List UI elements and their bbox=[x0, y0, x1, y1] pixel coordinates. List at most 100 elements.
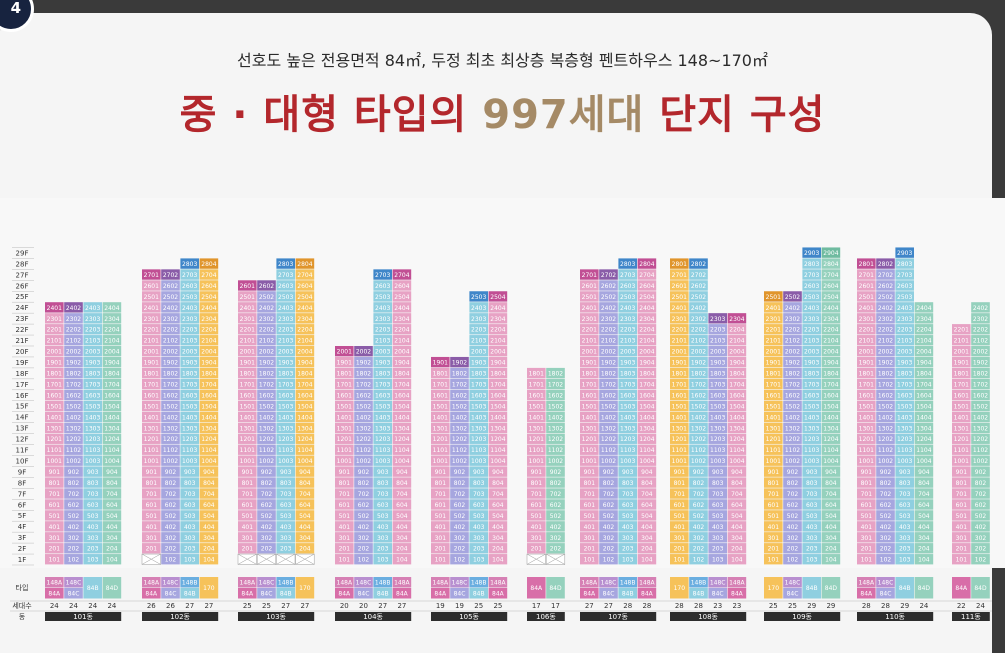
unit-number: 2001 bbox=[337, 349, 352, 356]
unit-number: 2303 bbox=[620, 316, 635, 323]
unit-cell bbox=[783, 302, 802, 313]
unit-number: 604 bbox=[641, 502, 653, 509]
unit-cell bbox=[469, 389, 488, 401]
unit-cell bbox=[783, 346, 802, 357]
unit-cell bbox=[488, 356, 508, 368]
unit-cell bbox=[708, 510, 727, 521]
unit-cell bbox=[637, 280, 657, 291]
type-label: 148C bbox=[710, 580, 726, 587]
unit-number: 403 bbox=[712, 524, 724, 531]
unit-cell bbox=[599, 510, 618, 521]
unit-number: 2803 bbox=[620, 261, 635, 268]
unit-cell bbox=[580, 477, 599, 488]
unit-number: 1101 bbox=[433, 447, 448, 454]
unit-cell bbox=[45, 543, 64, 554]
unit-number: 1401 bbox=[859, 414, 874, 421]
unit-number: 1903 bbox=[182, 360, 197, 367]
household-count: 24 bbox=[69, 602, 78, 610]
unit-cell bbox=[708, 455, 727, 466]
title-suffix: 단지 구성 bbox=[644, 92, 826, 138]
unit-cell bbox=[802, 422, 821, 433]
unit-number: 901 bbox=[49, 469, 61, 476]
unit-cell bbox=[161, 466, 180, 477]
floor-label: 22F bbox=[16, 326, 29, 334]
unit-cell bbox=[161, 389, 180, 401]
unit-number: 702 bbox=[358, 491, 370, 498]
unit-cell bbox=[821, 488, 841, 499]
unit-cell bbox=[857, 422, 876, 433]
unit-number: 2102 bbox=[973, 338, 988, 345]
unit-cell bbox=[64, 389, 83, 401]
unit-number: 1601 bbox=[529, 392, 544, 399]
type-swatch bbox=[546, 577, 565, 599]
type-label: 84D bbox=[918, 585, 931, 592]
unit-cell bbox=[914, 455, 934, 466]
unit-number: 1202 bbox=[452, 436, 467, 443]
unit-number: 302 bbox=[975, 535, 987, 542]
unit-cell bbox=[335, 477, 354, 488]
unit-number: 1201 bbox=[766, 436, 781, 443]
unit-number: 303 bbox=[184, 535, 196, 542]
unit-number: 702 bbox=[880, 491, 892, 498]
unit-number: 2201 bbox=[859, 327, 874, 334]
unit-number: 1503 bbox=[620, 403, 635, 410]
unit-number: 1403 bbox=[85, 414, 100, 421]
unit-cell bbox=[83, 400, 102, 412]
unit-number: 303 bbox=[87, 535, 99, 542]
unit-cell bbox=[142, 477, 161, 488]
unit-cell bbox=[821, 378, 841, 390]
unit-cell bbox=[580, 356, 599, 368]
unit-number: 602 bbox=[165, 502, 177, 509]
unit-number: 1702 bbox=[691, 381, 706, 388]
unit-number: 1701 bbox=[144, 381, 159, 388]
type-label: 84A bbox=[583, 591, 596, 598]
unit-cell bbox=[857, 532, 876, 543]
unit-number: 501 bbox=[339, 513, 351, 520]
unit-number: 103 bbox=[184, 557, 196, 564]
unit-number: 1703 bbox=[804, 381, 819, 388]
unit-cell bbox=[821, 302, 841, 313]
type-swatch bbox=[335, 588, 354, 599]
unit-number: 1602 bbox=[878, 392, 893, 399]
unit-cell bbox=[527, 532, 546, 543]
unit-cell bbox=[727, 466, 747, 477]
unit-cell bbox=[895, 411, 914, 423]
unit-cell bbox=[257, 356, 276, 368]
unit-number: 504 bbox=[641, 513, 653, 520]
unit-number: 502 bbox=[787, 513, 799, 520]
household-count: 29 bbox=[826, 602, 835, 610]
unit-cell bbox=[295, 367, 315, 379]
unit-number: 1103 bbox=[85, 447, 100, 454]
unit-cell bbox=[783, 313, 802, 324]
unit-cell bbox=[783, 488, 802, 499]
unit-number: 1004 bbox=[394, 458, 409, 465]
unit-number: 402 bbox=[787, 524, 799, 531]
unit-number: 1604 bbox=[916, 392, 931, 399]
unit-cell bbox=[392, 280, 412, 291]
unit-number: 2603 bbox=[804, 283, 819, 290]
unit-cell bbox=[895, 389, 914, 401]
unit-number: 2004 bbox=[104, 349, 119, 356]
unit-cell bbox=[637, 411, 657, 423]
unit-number: 401 bbox=[768, 524, 780, 531]
unit-number: 1601 bbox=[240, 392, 255, 399]
unit-cell bbox=[821, 280, 841, 291]
unit-number: 1502 bbox=[548, 403, 563, 410]
type-swatch bbox=[971, 577, 990, 599]
unit-cell bbox=[257, 433, 276, 444]
unit-cell bbox=[199, 433, 219, 444]
unit-number: 1704 bbox=[639, 381, 654, 388]
unit-cell bbox=[238, 444, 257, 455]
unit-number: 301 bbox=[242, 535, 254, 542]
unit-number: 2802 bbox=[878, 261, 893, 268]
unit-cell bbox=[276, 335, 295, 346]
unit-number: 901 bbox=[674, 469, 686, 476]
unit-cell bbox=[180, 477, 199, 488]
unit-cell bbox=[914, 389, 934, 401]
unit-number: 1002 bbox=[973, 458, 988, 465]
household-count: 27 bbox=[300, 602, 309, 610]
unit-cell bbox=[618, 335, 637, 346]
unit-cell bbox=[102, 400, 122, 412]
unit-cell bbox=[450, 444, 469, 455]
unit-number: 502 bbox=[358, 513, 370, 520]
